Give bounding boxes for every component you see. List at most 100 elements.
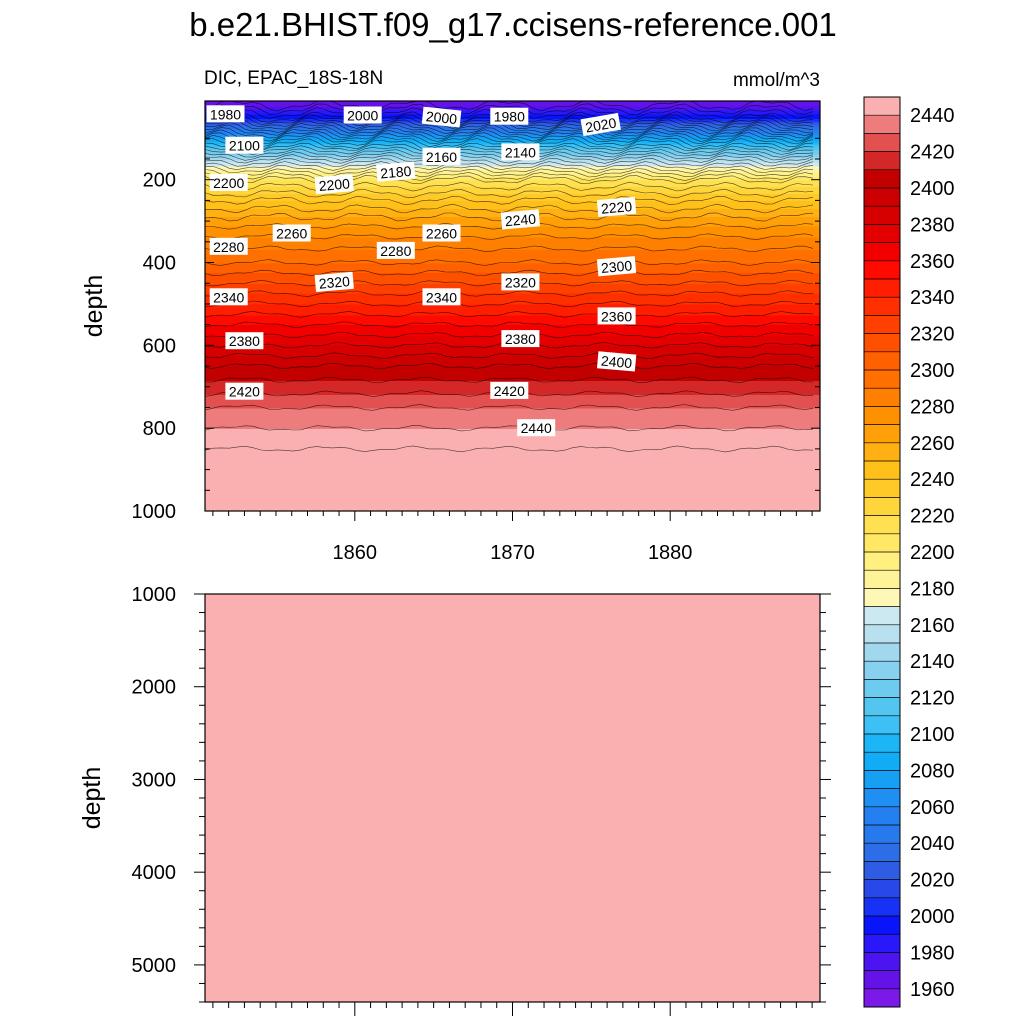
- lower-dic-field: [205, 594, 820, 1002]
- contour-label-box: [501, 273, 540, 291]
- y-tick-label: 5000: [132, 955, 177, 977]
- contour-line: [205, 352, 814, 359]
- contour-label-text: 2440: [521, 420, 552, 436]
- colorbar-swatch: [864, 370, 900, 389]
- units-label: mmol/m^3: [733, 70, 820, 91]
- colorbar-swatch: [864, 151, 900, 171]
- colorbar-swatch: [864, 169, 900, 189]
- colorbar-swatch: [864, 260, 900, 280]
- contour-line: [205, 154, 814, 164]
- contour-label-box: [596, 196, 637, 218]
- contour-label-text: 2200: [213, 175, 244, 191]
- contour-label-box: [225, 332, 264, 350]
- contour-line: [205, 311, 814, 318]
- contour-label: 2000: [421, 106, 462, 128]
- contour-label-text: 2400: [600, 353, 633, 372]
- colorbar-tick-label: 1960: [910, 979, 955, 1001]
- contour-line: [205, 203, 814, 214]
- colorbar-swatch: [864, 424, 900, 444]
- colorbar-swatch: [864, 206, 900, 225]
- colorbar-swatch: [864, 479, 900, 498]
- colorbar-swatch: [864, 679, 900, 698]
- colorbar-swatch: [864, 752, 900, 771]
- contour-label-text: 2340: [213, 289, 244, 305]
- contour-label-text: 2260: [426, 226, 457, 242]
- colorbar-swatch: [864, 552, 900, 571]
- colorbar-swatch: [864, 806, 900, 826]
- contour-label: 2220: [596, 196, 637, 218]
- contour-line: [205, 175, 814, 185]
- colorbar-swatch: [864, 988, 900, 1008]
- contour-line: [205, 164, 814, 174]
- contour-label: 2100: [225, 136, 264, 154]
- lower-depth-panel: 1000 2000 3000 4000 5000 depth: [78, 584, 831, 1016]
- colorbar-tick-label: 2360: [910, 251, 955, 273]
- y-tick-label: 4000: [132, 862, 177, 884]
- contour-label-box: [206, 105, 245, 123]
- colorbar-swatch: [864, 825, 900, 844]
- contour-label-box: [501, 330, 540, 348]
- contour-label: 2440: [517, 419, 556, 437]
- colorbar-tick-label: 2120: [910, 688, 955, 710]
- contour-label-box: [517, 419, 556, 437]
- lower-axes: 1000 2000 3000 4000 5000: [132, 584, 831, 1016]
- colorbar-tick-label: 2240: [910, 469, 955, 491]
- contour-label-box: [597, 307, 636, 325]
- contour-label-box: [422, 288, 461, 306]
- colorbar-swatch: [864, 388, 900, 407]
- contour-label-text: 2360: [601, 308, 632, 324]
- contour-label-box: [272, 224, 311, 242]
- contour-label-box: [376, 241, 415, 259]
- contour-label-box: [490, 107, 529, 125]
- colorbar-swatch: [864, 570, 900, 589]
- contour-label-text: 2420: [494, 383, 525, 399]
- contour-label: 2260: [272, 224, 311, 242]
- colorbar-tick-label: 2080: [910, 760, 955, 782]
- colorbar-tick-label: 2320: [910, 324, 955, 346]
- contour-label-box: [376, 161, 416, 182]
- colorbar-swatch: [864, 315, 900, 334]
- contour-label-box: [314, 271, 354, 293]
- colorbar-swatch: [864, 242, 900, 262]
- colorbar-swatch: [864, 515, 900, 535]
- contour-label-text: 2380: [505, 331, 536, 347]
- contour-label-text: 2220: [600, 198, 633, 217]
- contour-label-box: [314, 174, 354, 195]
- colorbar-tick-label: 2200: [910, 542, 955, 564]
- colorbar-swatch: [864, 533, 900, 553]
- colorbar-tick-label: 2160: [910, 615, 955, 637]
- upper-dic-field: [205, 101, 820, 511]
- contour-label-box: [343, 106, 382, 124]
- contour-label-text: 2020: [584, 114, 618, 135]
- colorbar-tick-label: 2100: [910, 724, 955, 746]
- colorbar-swatch: [864, 861, 900, 880]
- contour-label: 2200: [314, 174, 354, 195]
- contour-line: [205, 129, 814, 142]
- contour-line: [205, 132, 814, 145]
- colorbar-swatch: [864, 461, 900, 480]
- contour-label-text: 2100: [229, 138, 260, 154]
- figure-title: b.e21.BHIST.f09_g17.ccisens-reference.00…: [189, 6, 837, 43]
- colorbar-swatch: [864, 133, 900, 152]
- colorbar-tick-label: 2140: [910, 651, 955, 673]
- colorbar-swatch: [864, 588, 900, 607]
- colorbar-tick-label: 2180: [910, 578, 955, 600]
- colorbar-tick-label: 2000: [910, 906, 955, 928]
- contour-label-box: [209, 288, 248, 306]
- colorbar: 1960 1980 2000 2020 2040 2060 2080 2100 2120 2140…: [863, 96, 955, 1008]
- colorbar-swatch: [864, 351, 900, 371]
- y-tick-label: 1000: [132, 584, 177, 606]
- contour-label: 2320: [501, 273, 540, 291]
- colorbar-swatch: [864, 970, 900, 990]
- contour-label-text: 2340: [426, 289, 457, 305]
- contour-line: [205, 124, 814, 137]
- contour-label-text: 2420: [229, 384, 260, 400]
- colorbar-swatch: [864, 297, 900, 316]
- contour-label-box: [225, 136, 264, 154]
- upper-contour-lines: [205, 101, 814, 453]
- colorbar-tick-label: 1980: [910, 942, 955, 964]
- contour-line: [205, 445, 814, 453]
- y-tick-label: 800: [143, 418, 176, 440]
- colorbar-tick-label: 2300: [910, 360, 955, 382]
